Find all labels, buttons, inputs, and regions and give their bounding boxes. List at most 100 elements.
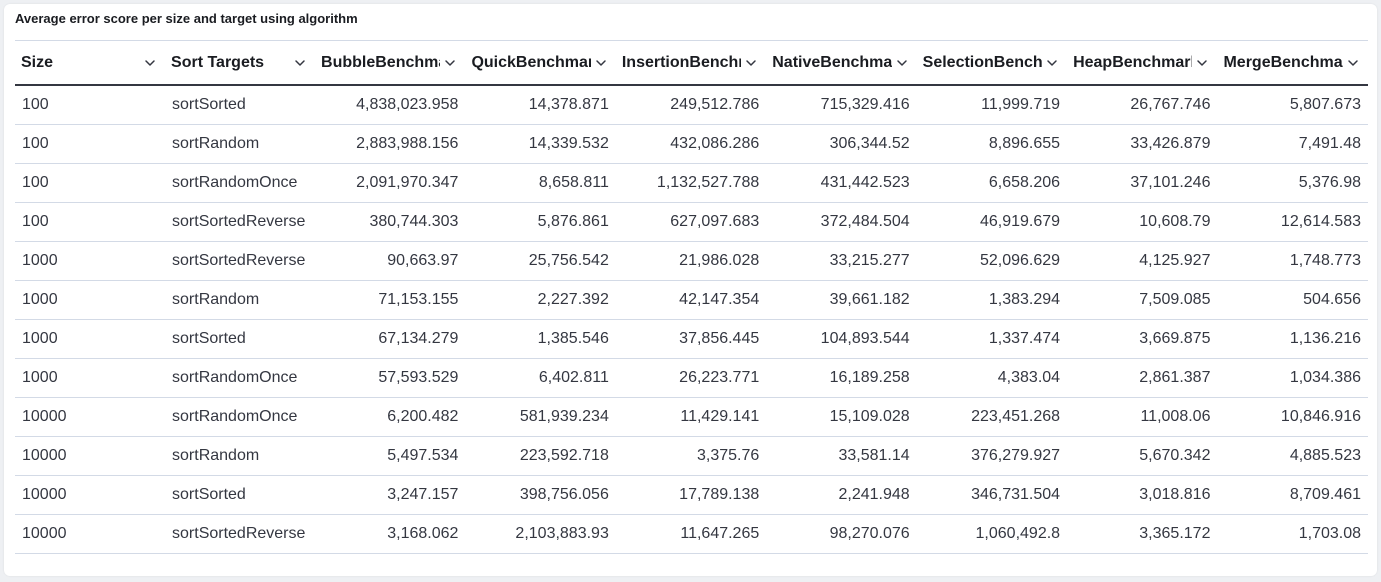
table-cell: 100 (15, 85, 166, 125)
column-header[interactable]: Sort Targets (165, 40, 316, 86)
table-cell: 11,429.141 (615, 397, 767, 437)
column-header-label: Size (21, 53, 54, 71)
chevron-down-icon[interactable] (143, 56, 157, 70)
column-header[interactable]: MergeBenchmai (1217, 40, 1368, 86)
table-cell: 4,383.04 (916, 358, 1068, 398)
table-cell: 26,767.746 (1067, 85, 1218, 125)
table-cell: 67,134.279 (315, 319, 466, 359)
table-body: 100 sortSorted 4,838,023.958 14,378.871 249,… (15, 85, 1368, 554)
column-header-button[interactable]: NativeBenchmai (766, 41, 916, 84)
table-cell: 2,241.948 (766, 475, 917, 515)
table-cell: sortSortedReverse (165, 241, 316, 281)
table-cell: 1,034.386 (1217, 358, 1368, 398)
column-header-button[interactable]: MergeBenchmai (1217, 41, 1368, 84)
chevron-down-icon[interactable] (895, 56, 909, 70)
table-cell: 249,512.786 (615, 85, 767, 125)
column-header-label: HeapBenchmark (1073, 53, 1193, 71)
column-header[interactable]: QuickBenchmar (465, 40, 616, 86)
table-row: 100 sortRandom 2,883,988.156 14,339.532 432,… (15, 124, 1368, 164)
table-cell: 42,147.354 (615, 280, 767, 320)
table-row: 100 sortRandomOnce 2,091,970.347 8,658.811 1… (15, 163, 1368, 203)
table-cell: 4,838,023.958 (315, 85, 466, 125)
chevron-down-icon[interactable] (1045, 56, 1059, 70)
table-header: Size Sort Targets BubbleBenchma QuickBenchm… (15, 40, 1368, 86)
table-cell: 3,018.816 (1067, 475, 1218, 515)
table-cell: sortRandom (165, 280, 316, 320)
table-cell: 39,661.182 (766, 280, 917, 320)
chevron-down-icon[interactable] (594, 56, 608, 70)
table-cell: 46,919.679 (916, 202, 1068, 242)
table-row: 100 sortSorted 4,838,023.958 14,378.871 249,… (15, 85, 1368, 125)
table-cell: 10000 (15, 475, 166, 515)
table-cell: 1,136.216 (1217, 319, 1368, 359)
table-cell: 17,789.138 (615, 475, 767, 515)
column-header-button[interactable]: HeapBenchmark (1067, 41, 1217, 84)
table-cell: 25,756.542 (465, 241, 616, 281)
table-cell: 6,200.482 (315, 397, 466, 437)
table-cell: 3,375.76 (615, 436, 767, 476)
chevron-down-icon[interactable] (443, 56, 457, 70)
table-cell: 372,484.504 (766, 202, 917, 242)
column-header-button[interactable]: QuickBenchmar (465, 41, 615, 84)
table-cell: 715,329.416 (766, 85, 917, 125)
column-header-button[interactable]: BubbleBenchma (315, 41, 465, 84)
column-header-label: BubbleBenchma (321, 53, 441, 71)
table-cell: 306,344.52 (766, 124, 917, 164)
table-cell: 4,125.927 (1067, 241, 1218, 281)
table-cell: 26,223.771 (615, 358, 767, 398)
table-cell: 15,109.028 (766, 397, 917, 437)
table-cell: 1,337.474 (916, 319, 1068, 359)
table-cell: 346,731.504 (916, 475, 1068, 515)
column-header-button[interactable]: InsertionBenchr (616, 41, 766, 84)
table-cell: 98,270.076 (766, 514, 917, 554)
column-header[interactable]: Size (15, 40, 166, 86)
table-cell: 6,402.811 (465, 358, 616, 398)
table-cell: 398,756.056 (465, 475, 616, 515)
table-cell: 10,608.79 (1067, 202, 1218, 242)
table-row: 100 sortSortedReverse 380,744.303 5,876.861… (15, 202, 1368, 242)
table-cell: 4,885.523 (1217, 436, 1368, 476)
table-cell: 3,168.062 (315, 514, 466, 554)
column-header[interactable]: InsertionBenchr (615, 40, 767, 86)
column-header[interactable]: HeapBenchmark (1067, 40, 1218, 86)
table-cell: 33,215.277 (766, 241, 917, 281)
table-cell: sortRandomOnce (165, 358, 316, 398)
chevron-down-icon[interactable] (293, 56, 307, 70)
column-header-label: SelectionBenchi (922, 53, 1043, 71)
table-cell: 2,103,883.93 (465, 514, 616, 554)
column-header-button[interactable]: Size (15, 41, 165, 84)
table-cell: 1,060,492.8 (916, 514, 1068, 554)
column-header[interactable]: SelectionBenchi (916, 40, 1068, 86)
table-cell: sortRandomOnce (165, 397, 316, 437)
table-cell: 11,008.06 (1067, 397, 1218, 437)
table-row: 10000 sortRandom 5,497.534 223,592.718 3,375… (15, 436, 1368, 476)
table-cell: 14,339.532 (465, 124, 616, 164)
chevron-down-icon[interactable] (744, 56, 758, 70)
table-cell: 100 (15, 163, 166, 203)
table-cell: 37,856.445 (615, 319, 767, 359)
table-cell: 5,876.861 (465, 202, 616, 242)
chevron-down-icon[interactable] (1195, 56, 1209, 70)
table-cell: sortSorted (165, 85, 316, 125)
table-row: 1000 sortRandomOnce 57,593.529 6,402.811 26,… (15, 358, 1368, 398)
column-header-button[interactable]: Sort Targets (165, 41, 315, 84)
column-header[interactable]: NativeBenchmai (766, 40, 917, 86)
column-header-button[interactable]: SelectionBenchi (917, 41, 1067, 84)
table-cell: sortSortedReverse (165, 202, 316, 242)
table-cell: 11,999.719 (916, 85, 1068, 125)
table-cell: 504.656 (1217, 280, 1368, 320)
column-header-label: NativeBenchmai (772, 53, 892, 71)
table-cell: 223,451.268 (916, 397, 1068, 437)
table-cell: sortSorted (165, 319, 316, 359)
table-cell: 1,385.546 (465, 319, 616, 359)
table-cell: 10,846.916 (1217, 397, 1368, 437)
table-cell: 21,986.028 (615, 241, 767, 281)
table-cell: 33,426.879 (1067, 124, 1218, 164)
column-header-label: Sort Targets (171, 53, 265, 71)
chevron-down-icon[interactable] (1346, 56, 1360, 70)
table-cell: 1,748.773 (1217, 241, 1368, 281)
table-cell: 8,709.461 (1217, 475, 1368, 515)
table-cell: sortSortedReverse (165, 514, 316, 554)
column-header[interactable]: BubbleBenchma (315, 40, 466, 86)
table-cell: 100 (15, 202, 166, 242)
